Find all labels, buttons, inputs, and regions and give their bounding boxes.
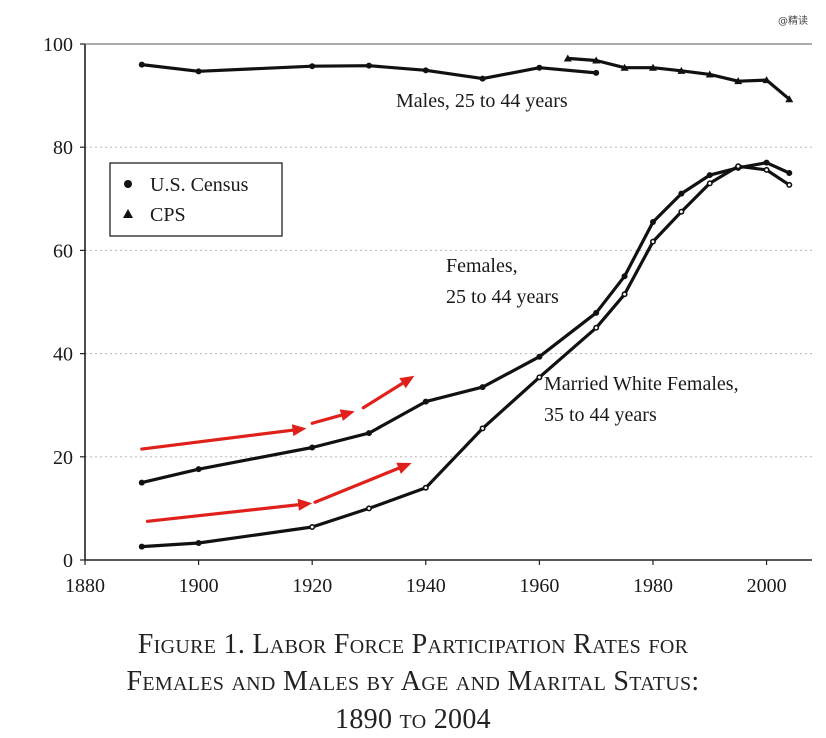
series-3-highlight-6 bbox=[537, 375, 541, 379]
series-3-highlight-7 bbox=[594, 326, 598, 330]
series-2-point-2 bbox=[309, 444, 316, 451]
series-label-2-line-1: 25 to 44 years bbox=[446, 286, 559, 308]
series-1-point-1 bbox=[592, 56, 601, 64]
series-2-point-1 bbox=[195, 466, 202, 473]
x-tick-label-2000: 2000 bbox=[747, 575, 787, 597]
series-3-point-1 bbox=[195, 539, 202, 546]
series-2-point-10 bbox=[678, 190, 685, 197]
series-label-3-line-0: Married White Females, bbox=[544, 373, 739, 395]
series-2-point-14 bbox=[786, 170, 793, 176]
legend-label-1: CPS bbox=[150, 204, 186, 226]
red-arrow-2-shaft bbox=[361, 381, 405, 410]
red-arrow-0-head bbox=[291, 424, 307, 437]
red-arrow-1 bbox=[310, 409, 355, 425]
legend-box bbox=[109, 162, 283, 237]
series-0-point-6 bbox=[536, 64, 543, 71]
legend: U.S. Census CPS bbox=[109, 162, 283, 237]
x-tick-label-1940: 1940 bbox=[406, 575, 446, 597]
series-1-point-2 bbox=[620, 63, 629, 71]
series-lines bbox=[138, 54, 794, 550]
series-0-point-4 bbox=[422, 67, 429, 74]
series-1-point-0 bbox=[563, 54, 572, 62]
series-0-point-3 bbox=[365, 62, 372, 69]
series-2-point-9 bbox=[649, 219, 656, 226]
series-1-point-4 bbox=[677, 66, 686, 74]
series-2-point-8 bbox=[621, 273, 628, 280]
y-tick-label-40: 40 bbox=[53, 344, 73, 366]
series-3-highlight-11 bbox=[708, 181, 712, 185]
series-label-2-line-0: Females, bbox=[446, 255, 518, 277]
series-label-0-line-0: Males, 25 to 44 years bbox=[396, 90, 568, 112]
series-3-highlight-8 bbox=[623, 292, 626, 296]
x-tick-label-1900: 1900 bbox=[179, 575, 219, 597]
y-tick-label-20: 20 bbox=[53, 447, 73, 469]
red-arrow-0 bbox=[140, 424, 307, 451]
series-2-point-5 bbox=[479, 384, 486, 391]
legend-marker-triangle bbox=[123, 209, 133, 218]
figure-caption-line-1: Figure 1. Labor Force Participation Rate… bbox=[137, 629, 689, 660]
series-2-point-7 bbox=[593, 309, 600, 316]
series-1-point-6 bbox=[734, 77, 743, 85]
series-1-point-5 bbox=[705, 70, 714, 78]
series-3-highlight-14 bbox=[787, 183, 791, 187]
y-tick-label-80: 80 bbox=[53, 137, 73, 159]
red-arrow-4 bbox=[313, 462, 412, 504]
series-3-point-0 bbox=[138, 543, 145, 550]
x-tick-label-1980: 1980 bbox=[633, 575, 673, 597]
red-arrow-1-head bbox=[339, 409, 355, 421]
series-0-point-7 bbox=[593, 69, 600, 76]
legend-marker-circle bbox=[124, 180, 132, 188]
figure-caption-line-3: 1890 to 2004 bbox=[335, 704, 491, 735]
series-2-point-4 bbox=[422, 398, 429, 405]
series-2-point-11 bbox=[706, 172, 713, 179]
legend-label-0: U.S. Census bbox=[150, 174, 249, 196]
series-1-point-8 bbox=[785, 95, 794, 103]
y-tick-labels: 0 20 40 60 80 100 bbox=[43, 34, 73, 572]
series-2-point-0 bbox=[138, 479, 145, 486]
series-2-point-6 bbox=[536, 353, 543, 360]
red-arrow-2 bbox=[361, 375, 415, 410]
series-2-point-13 bbox=[763, 159, 770, 166]
series-0-point-2 bbox=[309, 63, 316, 70]
series-label-3-line-1: 35 to 44 years bbox=[544, 404, 657, 426]
series-3-highlight-12 bbox=[736, 164, 740, 168]
red-arrow-1-shaft bbox=[310, 413, 343, 425]
red-arrow-4-shaft bbox=[313, 466, 401, 504]
series-3-highlight-10 bbox=[679, 210, 683, 214]
x-tick-label-1880: 1880 bbox=[65, 575, 105, 597]
x-tick-label-1920: 1920 bbox=[292, 575, 332, 597]
series-0-point-5 bbox=[479, 75, 486, 82]
series-1-point-3 bbox=[648, 63, 657, 71]
series-line-0 bbox=[140, 62, 598, 81]
figure-caption-line-2: Females and Males by Age and Marital Sta… bbox=[126, 666, 700, 697]
annotation-arrows bbox=[140, 375, 415, 523]
y-tick-label-60: 60 bbox=[53, 240, 73, 262]
series-3-highlight-2 bbox=[310, 525, 314, 529]
series-3-highlight-13 bbox=[765, 168, 768, 172]
y-tick-label-100: 100 bbox=[43, 34, 73, 56]
x-tick-labels: 1880 1900 1920 1940 1960 1980 2000 bbox=[65, 575, 787, 597]
watermark: @精读 bbox=[778, 16, 808, 27]
x-tick-label-1960: 1960 bbox=[519, 575, 559, 597]
series-3-highlight-3 bbox=[367, 507, 371, 510]
red-arrow-3 bbox=[145, 498, 313, 523]
red-arrow-3-head bbox=[297, 498, 313, 511]
labor-force-chart: 0 20 40 60 80 100 1880 1900 1920 1940 1960 1980 200… bbox=[43, 34, 812, 597]
y-tick-label-0: 0 bbox=[63, 550, 73, 572]
series-3-highlight-5 bbox=[481, 427, 484, 430]
red-arrow-2-head bbox=[399, 375, 415, 389]
axes bbox=[80, 43, 812, 565]
series-3-highlight-4 bbox=[424, 486, 428, 490]
series-0-point-1 bbox=[195, 68, 202, 75]
red-arrow-3-shaft bbox=[145, 503, 300, 523]
series-1-point-7 bbox=[762, 76, 771, 84]
series-3-highlight-9 bbox=[651, 240, 655, 244]
series-0-point-0 bbox=[138, 61, 145, 68]
series-2-point-3 bbox=[365, 430, 372, 437]
red-arrow-4-head bbox=[396, 462, 412, 474]
series-line-1 bbox=[566, 56, 791, 101]
series-labels: Males, 25 to 44 years Females, 25 to 44 ye… bbox=[396, 90, 739, 426]
red-arrow-0-shaft bbox=[140, 428, 295, 451]
